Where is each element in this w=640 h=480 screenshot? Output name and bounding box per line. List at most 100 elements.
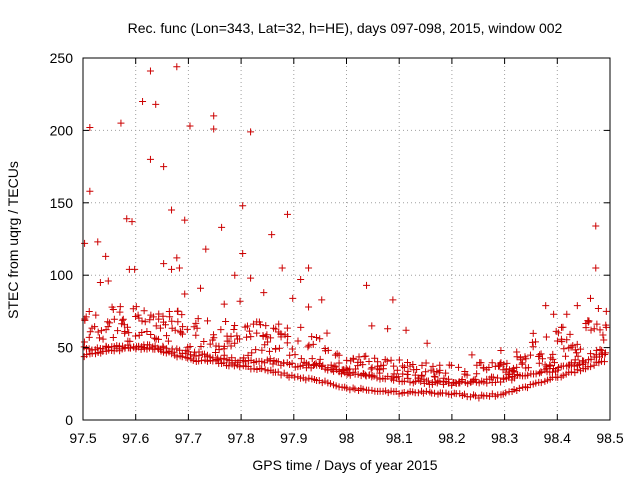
data-point bbox=[601, 349, 609, 357]
data-point bbox=[248, 349, 256, 357]
data-point bbox=[275, 320, 283, 328]
x-tick-label: 98.4 bbox=[544, 430, 571, 446]
data-point bbox=[600, 336, 608, 344]
data-point bbox=[537, 350, 545, 358]
data-point bbox=[236, 297, 244, 305]
data-point bbox=[173, 254, 181, 262]
data-point bbox=[179, 323, 187, 331]
data-point bbox=[321, 377, 329, 385]
data-point bbox=[186, 122, 194, 130]
x-tick-label: 97.6 bbox=[122, 430, 149, 446]
data-point bbox=[549, 350, 557, 358]
data-point bbox=[258, 346, 266, 354]
data-point bbox=[264, 367, 272, 375]
tick-labels: 97.5 97.6 97.7 97.8 97.9 98 98.1 98.2 98.3 98.4 98… bbox=[50, 50, 624, 446]
data-point bbox=[349, 384, 357, 392]
data-point bbox=[143, 327, 151, 335]
data-point bbox=[210, 331, 218, 339]
data-point bbox=[243, 322, 251, 330]
data-point bbox=[247, 274, 255, 282]
data-point bbox=[197, 284, 205, 292]
data-point bbox=[190, 323, 198, 331]
data-point bbox=[488, 359, 496, 367]
data-point bbox=[503, 359, 511, 367]
data-point bbox=[554, 329, 562, 337]
y-tick-label: 100 bbox=[50, 267, 74, 283]
data-point bbox=[537, 368, 545, 376]
data-point bbox=[343, 384, 351, 392]
data-point bbox=[365, 357, 373, 365]
data-point bbox=[509, 364, 517, 372]
data-point bbox=[404, 367, 412, 375]
data-point bbox=[324, 346, 332, 354]
data-point bbox=[240, 354, 248, 362]
data-point bbox=[536, 351, 544, 359]
data-point bbox=[109, 305, 117, 313]
data-point bbox=[590, 325, 598, 333]
data-point bbox=[581, 359, 589, 367]
data-point bbox=[567, 343, 575, 351]
data-point bbox=[160, 163, 168, 171]
data-point bbox=[119, 315, 127, 323]
data-point bbox=[517, 356, 525, 364]
data-point bbox=[277, 330, 285, 338]
data-point bbox=[368, 322, 376, 330]
data-point bbox=[349, 354, 357, 362]
data-point bbox=[529, 329, 537, 337]
data-point bbox=[268, 231, 276, 239]
data-point bbox=[212, 348, 220, 356]
data-point bbox=[496, 362, 504, 370]
data-point bbox=[217, 355, 225, 363]
data-point bbox=[551, 359, 559, 367]
data-point bbox=[165, 307, 173, 315]
data-point bbox=[246, 327, 254, 335]
data-point bbox=[230, 325, 238, 333]
data-point bbox=[85, 307, 93, 315]
x-tick-label: 97.7 bbox=[175, 430, 202, 446]
data-points bbox=[80, 63, 610, 402]
data-point bbox=[584, 318, 592, 326]
data-point bbox=[267, 334, 275, 342]
data-point bbox=[288, 359, 296, 367]
data-point bbox=[132, 332, 140, 340]
data-point bbox=[308, 355, 316, 363]
data-point bbox=[600, 358, 608, 366]
data-point bbox=[562, 352, 570, 360]
data-point bbox=[217, 326, 225, 334]
data-point bbox=[343, 356, 351, 364]
data-point bbox=[152, 322, 160, 330]
data-point bbox=[580, 357, 588, 365]
data-point bbox=[197, 342, 205, 350]
data-point bbox=[102, 252, 110, 260]
x-tick-label: 97.9 bbox=[280, 430, 307, 446]
data-point bbox=[601, 351, 609, 359]
data-point bbox=[161, 321, 169, 329]
data-point bbox=[174, 318, 182, 326]
data-point bbox=[559, 371, 567, 379]
data-point bbox=[404, 374, 412, 382]
data-point bbox=[127, 344, 135, 352]
y-tick-label: 0 bbox=[65, 412, 73, 428]
y-tick-label: 200 bbox=[50, 122, 74, 138]
chart-title: Rec. func (Lon=343, Lat=32, h=HE), days … bbox=[128, 20, 563, 36]
data-point bbox=[326, 380, 334, 388]
x-axis-title: GPS time / Days of year 2015 bbox=[252, 457, 437, 473]
data-point bbox=[532, 370, 540, 378]
data-point bbox=[183, 325, 191, 333]
data-point bbox=[274, 368, 282, 376]
data-point bbox=[599, 331, 607, 339]
data-point bbox=[569, 342, 577, 350]
data-point bbox=[124, 323, 132, 331]
data-point bbox=[200, 338, 208, 346]
data-point bbox=[335, 359, 343, 367]
y-tick-label: 150 bbox=[50, 195, 74, 211]
data-point bbox=[542, 302, 550, 310]
data-point bbox=[387, 356, 395, 364]
data-point bbox=[409, 361, 417, 369]
data-point bbox=[141, 318, 149, 326]
data-point bbox=[570, 362, 578, 370]
data-point bbox=[297, 355, 305, 363]
data-point bbox=[558, 323, 566, 331]
data-point bbox=[155, 310, 163, 318]
data-point bbox=[225, 337, 233, 345]
